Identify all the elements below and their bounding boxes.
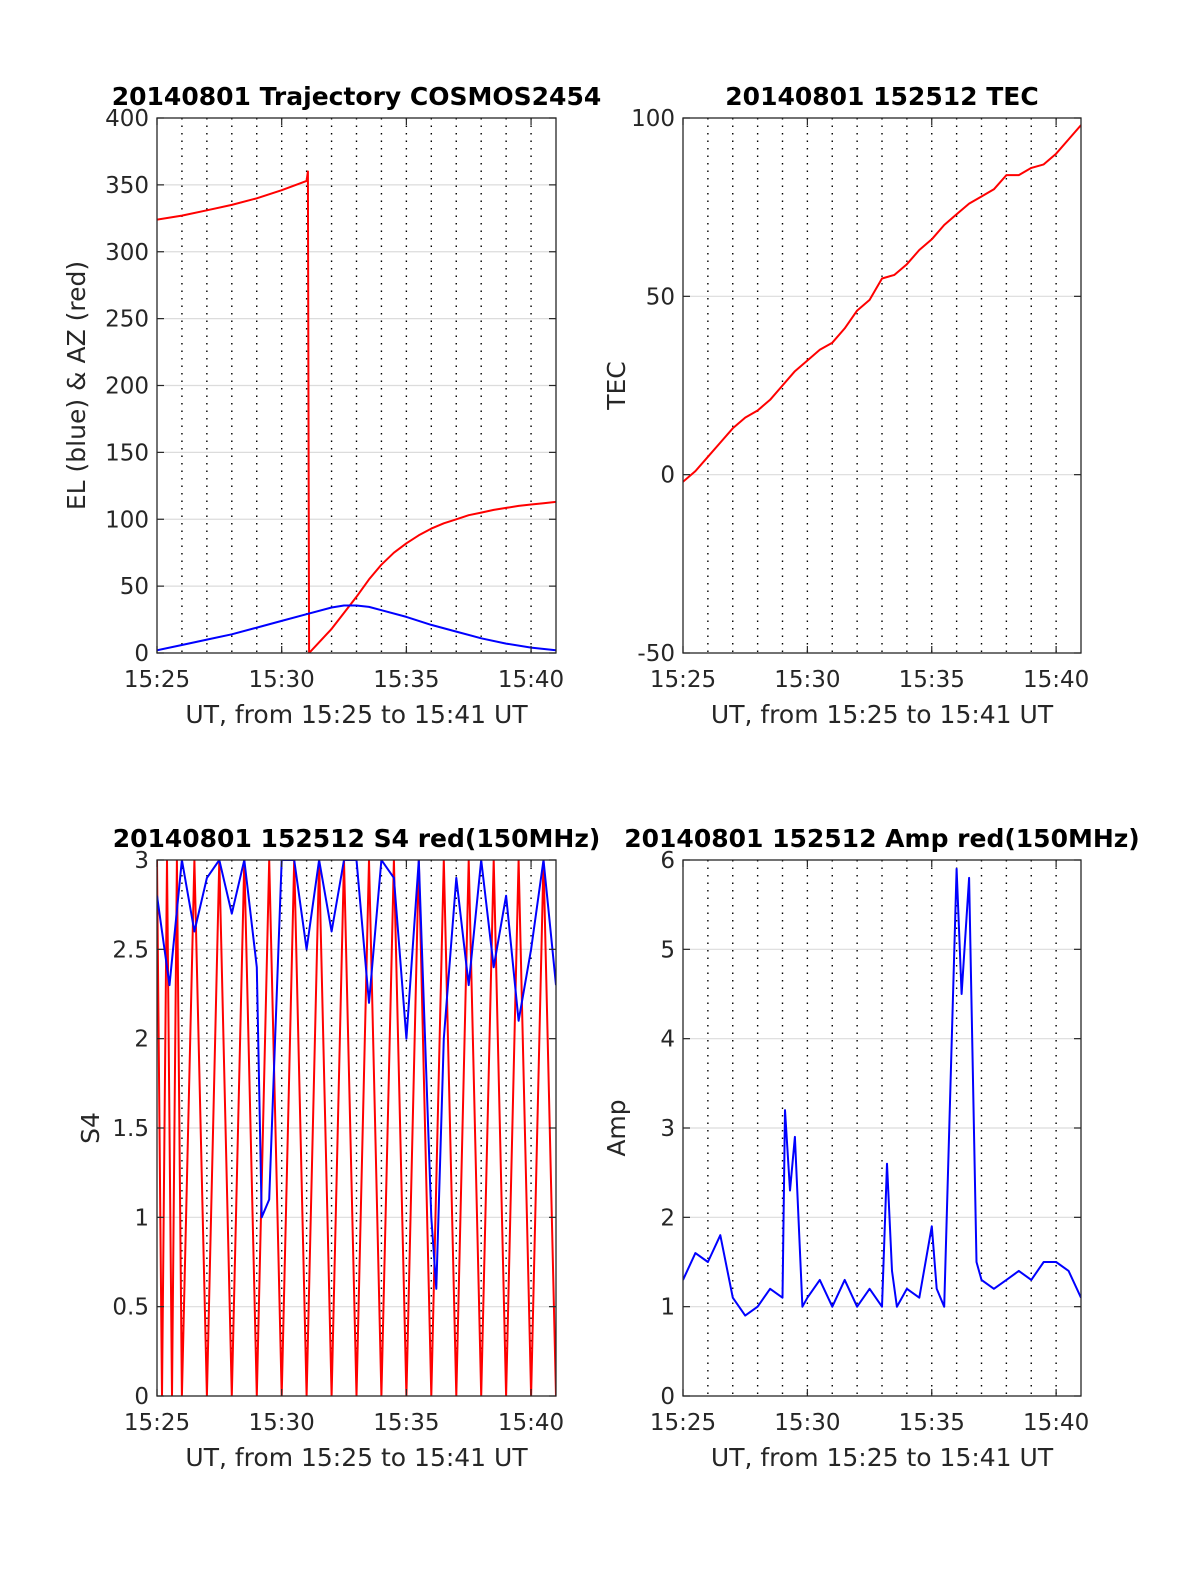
tec-xtick-label: 15:30 [774, 667, 840, 693]
tec-plot-area [683, 118, 1081, 653]
trajectory-ytick-label: 200 [105, 374, 149, 400]
s4-ytick-label: 0.5 [112, 1295, 149, 1321]
amp-ytick-label: 2 [660, 1205, 675, 1231]
trajectory-ytick-label: 0 [134, 641, 149, 667]
s4-xtick-label: 15:30 [249, 1410, 315, 1436]
amp-xtick-label: 15:25 [650, 1410, 716, 1436]
tec-axes-box [682, 117, 1082, 654]
trajectory-xlabel: UT, from 15:25 to 15:41 UT [185, 700, 528, 729]
tec-xtick-label: 15:25 [650, 667, 716, 693]
amp-ytick-label: 3 [660, 1116, 675, 1142]
trajectory-xtick-label: 15:25 [124, 667, 190, 693]
s4-series-0-line [157, 860, 556, 1396]
s4-ytick-label: 2 [134, 1027, 149, 1053]
tec-xtick-label: 15:40 [1023, 667, 1089, 693]
s4-ytick-label: 1.5 [112, 1116, 149, 1142]
s4-ytick-label: 3 [134, 848, 149, 874]
s4-chart: 0 0.5 1 1.5 2 2.5 3 15:25 15:30 15:35 15:40 2014080… [76, 824, 600, 1472]
s4-series-1-line [157, 860, 556, 1290]
s4-ytick-label: 2.5 [112, 937, 149, 963]
trajectory-chart: 0 50 100 150 200 250 300 350 400 15:25 15:30 15:35 1… [62, 82, 601, 729]
amp-ytick-label: 5 [660, 937, 675, 963]
amp-chart: 0 1 2 3 4 5 6 15:25 15:30 15:35 15:40 20140801 1525… [602, 824, 1140, 1472]
tec-xlabel: UT, from 15:25 to 15:41 UT [711, 700, 1054, 729]
tec-xtick-label: 15:35 [899, 667, 965, 693]
trajectory-title: 20140801 Trajectory COSMOS2454 [112, 82, 602, 111]
trajectory-ytick-label: 250 [105, 307, 149, 333]
trajectory-xtick-label: 15:35 [373, 667, 439, 693]
trajectory-ytick-label: 300 [105, 240, 149, 266]
amp-xlabel: UT, from 15:25 to 15:41 UT [711, 1443, 1054, 1472]
trajectory-ytick-label: 150 [105, 440, 149, 466]
s4-title: 20140801 152512 S4 red(150MHz) [113, 824, 601, 853]
tec-ytick-label: 100 [631, 106, 675, 132]
tec-chart: -50 0 50 100 15:25 15:30 15:35 15:40 20140801 15… [602, 82, 1089, 729]
s4-xtick-label: 15:35 [373, 1410, 439, 1436]
amp-ytick-label: 1 [660, 1295, 675, 1321]
s4-xtick-label: 15:40 [498, 1410, 564, 1436]
tec-ytick-label: -50 [637, 641, 675, 667]
s4-xlabel: UT, from 15:25 to 15:41 UT [185, 1443, 528, 1472]
tec-ytick-label: 0 [660, 463, 675, 489]
trajectory-series-0-line [157, 170, 556, 653]
tec-series-0-line [683, 124, 1081, 483]
s4-ytick-label: 0 [134, 1384, 149, 1410]
trajectory-series-1-line [157, 604, 556, 652]
amp-ytick-label: 0 [660, 1384, 675, 1410]
tec-ylabel: TEC [602, 361, 631, 411]
tec-ytick-label: 50 [646, 284, 675, 310]
amp-ylabel: Amp [602, 1099, 631, 1156]
amp-series-0-line [683, 867, 1081, 1317]
trajectory-ytick-label: 100 [105, 507, 149, 533]
s4-ytick-label: 1 [134, 1205, 149, 1231]
trajectory-ytick-label: 50 [120, 574, 149, 600]
amp-ytick-label: 6 [660, 848, 675, 874]
tec-title: 20140801 152512 TEC [725, 82, 1038, 111]
amp-title: 20140801 152512 Amp red(150MHz) [624, 824, 1140, 853]
trajectory-xtick-label: 15:40 [498, 667, 564, 693]
trajectory-xtick-label: 15:30 [249, 667, 315, 693]
trajectory-ylabel: EL (blue) & AZ (red) [62, 261, 91, 510]
s4-ylabel: S4 [76, 1112, 105, 1144]
amp-xtick-label: 15:40 [1023, 1410, 1089, 1436]
trajectory-ytick-label: 350 [105, 173, 149, 199]
s4-xtick-label: 15:25 [124, 1410, 190, 1436]
amp-ytick-label: 4 [660, 1027, 675, 1053]
amp-xtick-label: 15:35 [899, 1410, 965, 1436]
trajectory-ytick-label: 400 [105, 106, 149, 132]
amp-xtick-label: 15:30 [774, 1410, 840, 1436]
